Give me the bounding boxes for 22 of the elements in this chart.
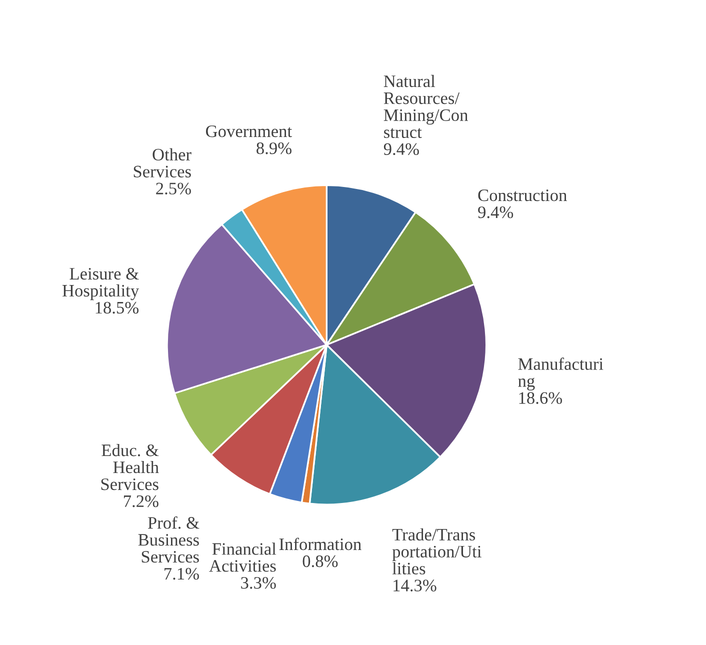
data-label: 9.4% (478, 206, 514, 218)
data-label: 3.3% (241, 577, 276, 589)
slice-label: Educ. & Health Services (101, 444, 159, 490)
slice-label: Information (279, 538, 362, 550)
slice-label: Financial Activities (209, 542, 276, 572)
slice-label: Trade/Trans portation/Uti lities (392, 528, 482, 574)
data-label: 18.5% (96, 302, 139, 314)
data-label: 7.2% (124, 495, 158, 508)
data-label: 7.1% (164, 568, 199, 580)
data-label: 0.8% (302, 555, 338, 568)
data-label: 14.3% (394, 580, 436, 592)
slice-label: Other Services (134, 148, 192, 178)
slice-label: Prof. & Business Services (138, 516, 200, 563)
slice-label: Construction (478, 190, 567, 202)
data-label: 2.5% (156, 182, 191, 194)
slice-label: Government (206, 125, 292, 138)
slice-label: Manufacturi ng (518, 358, 604, 390)
slice-label: Leisure & Hospitality (62, 268, 140, 300)
data-label: 9.4% (384, 143, 419, 156)
data-label: 8.9% (256, 142, 292, 154)
data-label: 18.6% (519, 392, 562, 404)
slice-label: Natural Resources/ Mining/Con struct (384, 74, 468, 138)
